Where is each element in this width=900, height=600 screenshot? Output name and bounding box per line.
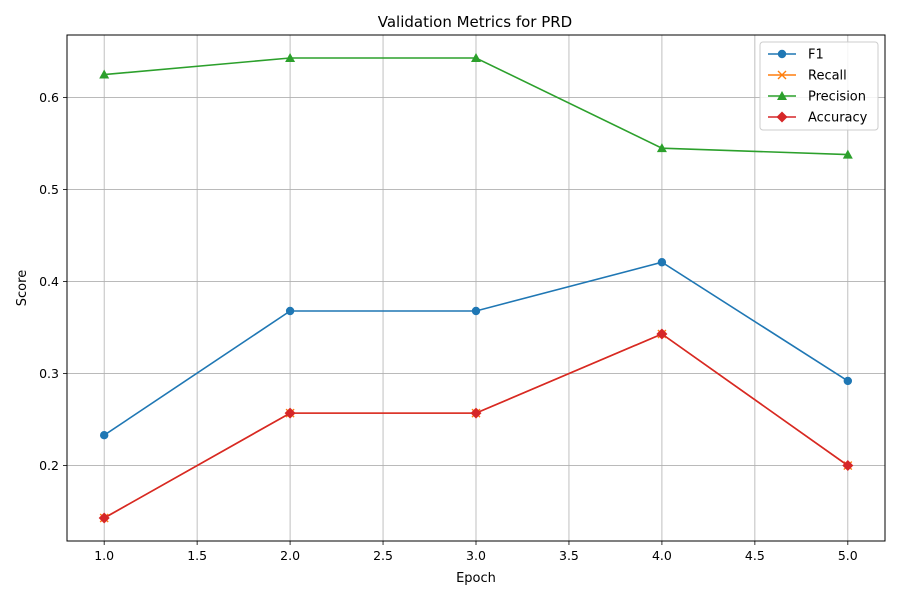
y-tick-label: 0.3 [39, 366, 59, 381]
x-tick-label: 1.0 [94, 548, 114, 563]
legend-label-accuracy: Accuracy [808, 111, 868, 126]
y-tick-label: 0.5 [39, 182, 59, 197]
data-point-accuracy [656, 328, 668, 340]
data-point-f1 [657, 258, 667, 267]
legend-item-accuracy: Accuracy [768, 111, 868, 126]
x-tick-label: 3.0 [466, 548, 486, 563]
series-accuracy [98, 328, 854, 524]
series-precision [99, 53, 853, 159]
x-tick-label: 4.5 [745, 548, 765, 563]
legend: F1 Recall Precision Accuracy [759, 41, 879, 131]
legend-label-f1: F1 [808, 48, 824, 63]
axis-ticks: 1.0 1.5 2.0 2.5 3.0 3.5 4.0 4.5 5.0 0.2 0.3 0.4 0.5 0… [39, 90, 858, 563]
data-point-precision [471, 53, 481, 62]
data-point-f1 [285, 306, 295, 316]
x-tick-label: 5.0 [838, 548, 858, 563]
x-tick-label: 3.5 [559, 548, 579, 563]
series-layer [98, 53, 854, 524]
legend-item-precision: Precision [768, 90, 866, 105]
data-point-accuracy [284, 407, 296, 419]
data-point-precision [842, 149, 853, 159]
y-axis-label: Score [15, 270, 30, 306]
data-point-precision [656, 143, 667, 153]
y-tick-label: 0.6 [39, 90, 59, 105]
x-axis-label: Epoch [456, 571, 496, 586]
legend-marker-accuracy [776, 111, 788, 123]
y-tick-label: 0.4 [39, 274, 59, 289]
data-point-f1 [99, 431, 109, 440]
grid [67, 35, 885, 541]
x-tick-label: 2.5 [373, 548, 393, 563]
y-tick-label: 0.2 [39, 458, 59, 473]
legend-item-recall: Recall [768, 69, 847, 84]
legend-item-f1: F1 [768, 48, 824, 63]
x-tick-label: 2.0 [280, 548, 300, 563]
legend-marker-precision [777, 91, 787, 100]
legend-label-recall: Recall [808, 69, 847, 84]
data-point-f1 [843, 376, 853, 386]
chart-title: Validation Metrics for PRD [378, 13, 572, 31]
series-f1 [99, 258, 853, 440]
data-point-accuracy [470, 407, 482, 419]
legend-label-precision: Precision [808, 90, 866, 105]
legend-marker-recall [777, 70, 787, 80]
data-point-precision [285, 53, 296, 62]
x-tick-label: 4.0 [652, 548, 672, 563]
data-point-precision [99, 69, 110, 79]
legend-box [759, 41, 879, 131]
legend-marker-f1 [777, 49, 787, 59]
data-point-f1 [471, 306, 481, 316]
x-tick-label: 1.5 [187, 548, 207, 563]
data-point-accuracy [842, 460, 854, 472]
data-point-accuracy [98, 512, 110, 524]
